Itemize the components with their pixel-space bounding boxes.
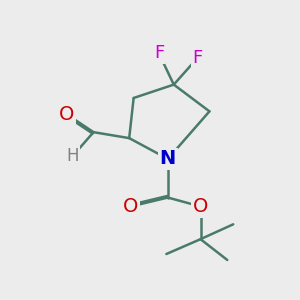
Text: F: F [154,44,164,62]
Text: F: F [192,49,203,67]
Text: O: O [123,197,138,216]
Text: H: H [67,147,79,165]
Text: N: N [160,149,176,168]
Text: O: O [59,105,74,124]
Text: O: O [193,197,208,216]
